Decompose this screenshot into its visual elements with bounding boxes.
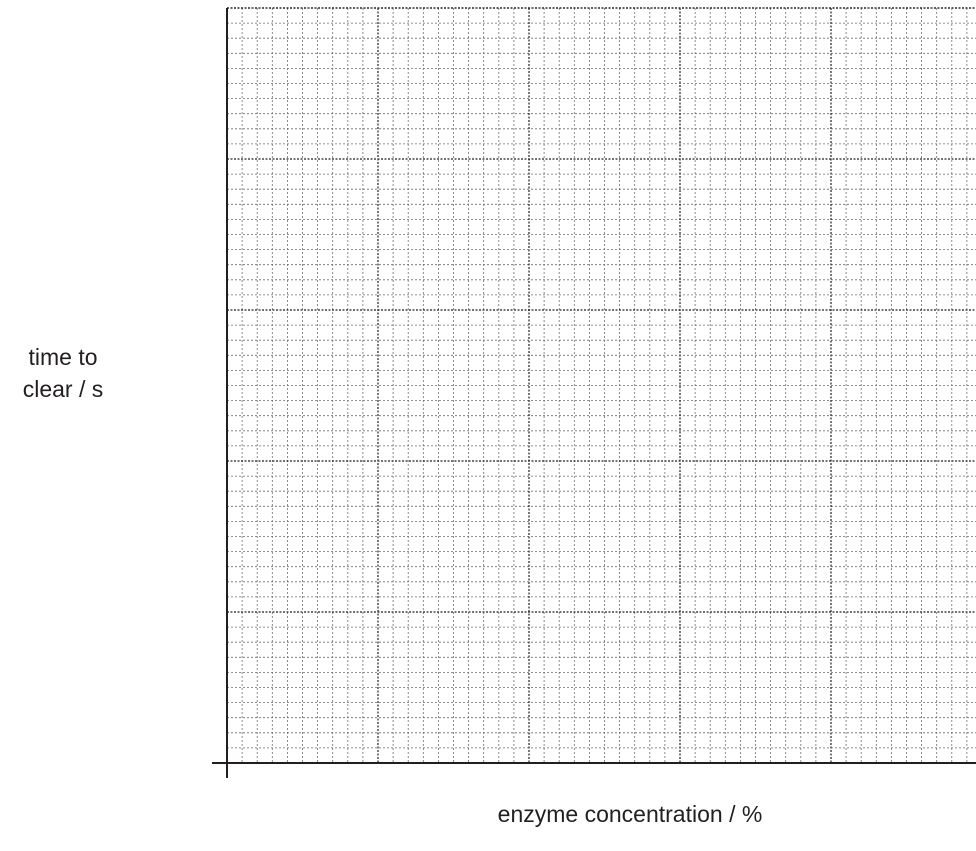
y-axis-label: time to clear / s	[0, 341, 126, 405]
axes	[212, 8, 976, 778]
y-axis-label-line-1: time to	[28, 344, 98, 370]
minor-grid	[227, 8, 976, 763]
y-axis-label-line-2: clear / s	[22, 376, 104, 402]
x-axis-label: enzyme concentration / %	[497, 801, 763, 827]
major-grid	[227, 7, 976, 763]
